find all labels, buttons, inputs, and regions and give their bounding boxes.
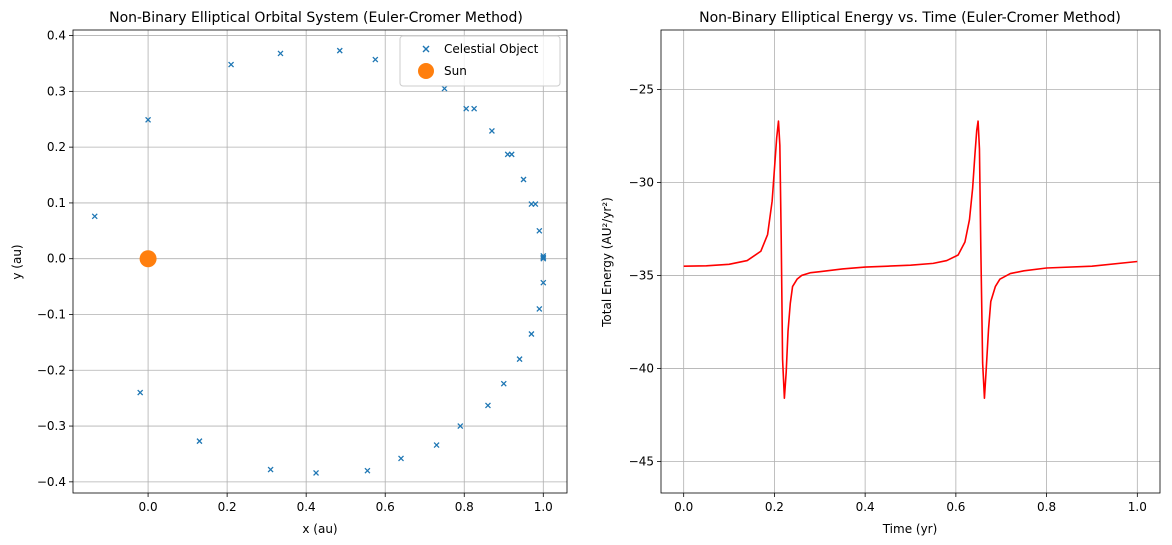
celestial-object-point	[471, 105, 478, 112]
energy-plot-frame	[660, 29, 1161, 494]
orbit-ticks: 0.0 0.2 0.4 0.6 0.8 1.0 −0.4 −0.3 −0.2 −0.1 0.0 0.1…	[37, 29, 553, 514]
celestial-object-point	[520, 176, 527, 183]
orbit-legend: Celestial Object Sun	[399, 35, 561, 87]
orbit-y-tick-label: −0.3	[37, 419, 66, 433]
celestial-object-point	[528, 201, 535, 208]
orbit-plot-frame	[72, 29, 568, 494]
energy-x-tick-label: 0.0	[674, 500, 693, 514]
energy-ticks: 0.0 0.2 0.4 0.6 0.8 1.0 −45 −40 −35 −30 −25	[629, 83, 1147, 514]
energy-x-tick-label: 1.0	[1128, 500, 1147, 514]
energy-y-tick-label: −40	[629, 361, 654, 375]
orbit-x-tick-label: 0.0	[139, 500, 158, 514]
celestial-object-point	[137, 389, 144, 396]
celestial-object-point	[267, 466, 274, 473]
legend-marker-celestial-object	[422, 45, 430, 53]
celestial-object-point	[485, 402, 491, 409]
celestial-object-point	[488, 128, 495, 134]
celestial-object-point	[433, 442, 440, 448]
orbit-x-tick-label: 0.8	[455, 500, 474, 514]
energy-series-line	[683, 120, 1138, 399]
celestial-object-point	[196, 438, 203, 445]
energy-x-tick-label: 0.4	[856, 500, 875, 514]
orbit-x-tick-label: 1.0	[534, 500, 553, 514]
energy-x-tick-label: 0.6	[946, 500, 965, 514]
energy-x-axis-label: Time (yr)	[882, 522, 938, 536]
orbit-y-tick-label: −0.2	[37, 363, 66, 377]
orbit-y-tick-label: −0.4	[37, 475, 66, 489]
celestial-object-point	[536, 305, 543, 312]
celestial-object-point	[516, 356, 523, 363]
orbit-chart: Non-Binary Elliptical Orbital System (Eu…	[10, 10, 568, 536]
celestial-object-point	[398, 455, 404, 462]
celestial-object-point	[277, 50, 284, 57]
orbit-marks	[91, 47, 547, 476]
celestial-object-point	[441, 85, 448, 92]
orbit-x-tick-label: 0.4	[297, 500, 316, 514]
orbit-y-tick-label: 0.0	[47, 252, 66, 266]
celestial-object-point	[504, 151, 511, 158]
energy-x-tick-label: 0.2	[765, 500, 784, 514]
energy-y-tick-label: −30	[629, 175, 654, 189]
celestial-object-point	[91, 213, 98, 220]
energy-x-tick-label: 0.8	[1037, 500, 1056, 514]
celestial-object-point	[336, 47, 343, 54]
celestial-object-point	[540, 279, 547, 286]
legend-label-sun: Sun	[444, 64, 467, 78]
celestial-object-point	[313, 469, 320, 476]
energy-y-axis-label: Total Energy (AU²/yr²)	[600, 197, 614, 328]
energy-grid	[661, 30, 1160, 493]
orbit-chart-title: Non-Binary Elliptical Orbital System (Eu…	[109, 10, 523, 26]
celestial-object-point	[463, 105, 470, 112]
legend-frame	[399, 35, 561, 87]
celestial-object-point	[228, 61, 235, 68]
energy-y-tick-label: −35	[629, 268, 654, 282]
celestial-object-point	[528, 331, 535, 337]
orbit-x-axis-label: x (au)	[302, 522, 337, 536]
energy-chart: Non-Binary Elliptical Energy vs. Time (E…	[600, 10, 1161, 536]
orbit-x-tick-label: 0.6	[376, 500, 395, 514]
celestial-object-point	[457, 423, 464, 430]
celestial-object-point	[364, 467, 371, 474]
celestial-object-point	[500, 380, 507, 387]
celestial-object-point	[145, 116, 152, 123]
energy-y-tick-label: −25	[629, 83, 654, 97]
orbit-y-axis-label: y (au)	[10, 244, 24, 279]
celestial-object-point	[536, 227, 543, 234]
energy-y-tick-label: −45	[629, 454, 654, 468]
sun-point	[139, 250, 157, 268]
celestial-object-point	[372, 56, 379, 63]
orbit-y-tick-label: −0.1	[37, 307, 66, 321]
energy-chart-title: Non-Binary Elliptical Energy vs. Time (E…	[699, 10, 1121, 26]
legend-label-celestial-object: Celestial Object	[444, 42, 539, 56]
energy-marks	[683, 120, 1138, 399]
orbit-y-tick-label: 0.2	[47, 140, 66, 154]
legend-marker-sun	[418, 63, 434, 79]
celestial-object-point	[540, 252, 547, 259]
celestial-object-point	[540, 254, 547, 261]
orbit-y-tick-label: 0.4	[47, 29, 66, 43]
orbit-y-tick-label: 0.3	[47, 84, 66, 98]
orbit-y-tick-label: 0.1	[47, 196, 66, 210]
orbit-x-tick-label: 0.2	[218, 500, 237, 514]
